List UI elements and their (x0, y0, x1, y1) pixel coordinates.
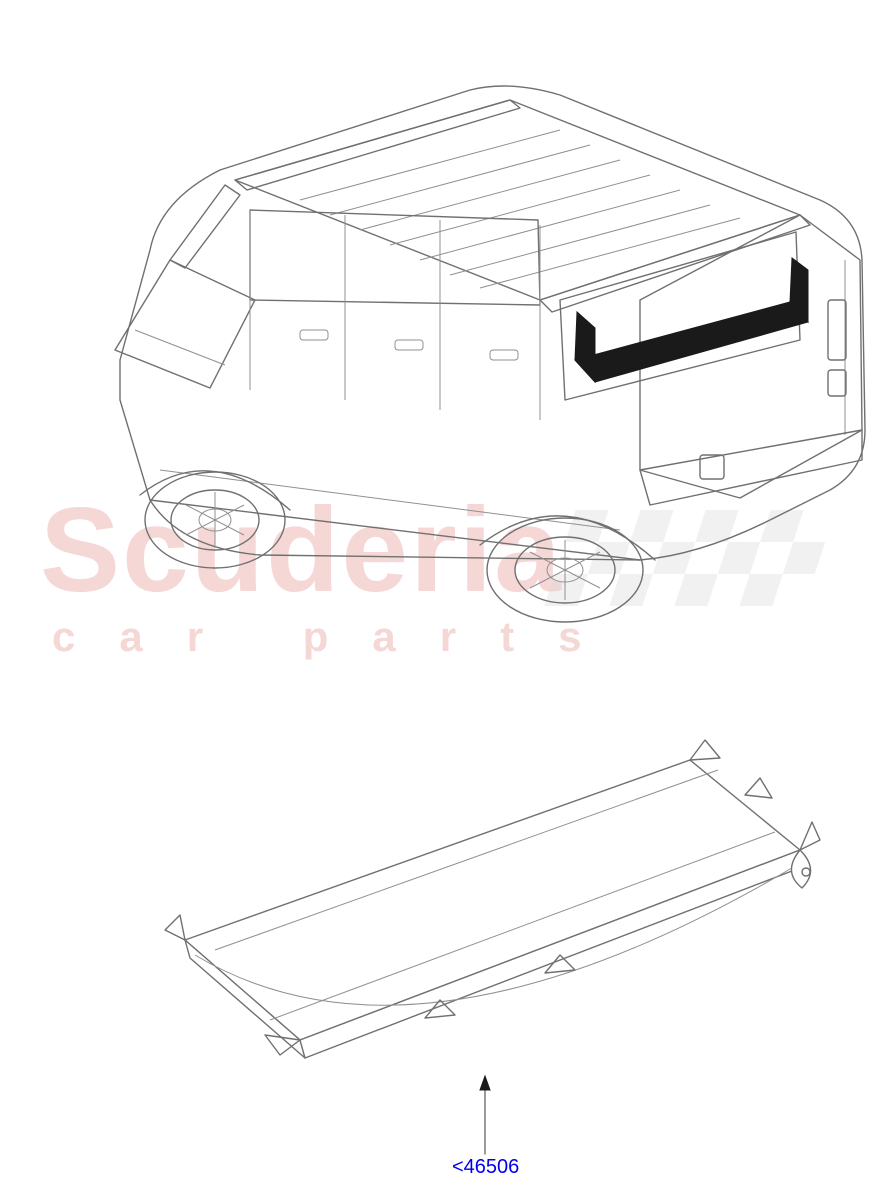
diagram-svg (0, 0, 886, 1200)
callout-46506-link[interactable]: <46506 (452, 1156, 519, 1178)
diagram-canvas: Scuderia car parts (0, 0, 886, 1200)
vehicle-outline (115, 86, 865, 622)
parcel-shelf-part (165, 740, 820, 1058)
callout-46506-leader (480, 1076, 490, 1154)
callout-46506-label[interactable]: <46506 (452, 1156, 519, 1179)
